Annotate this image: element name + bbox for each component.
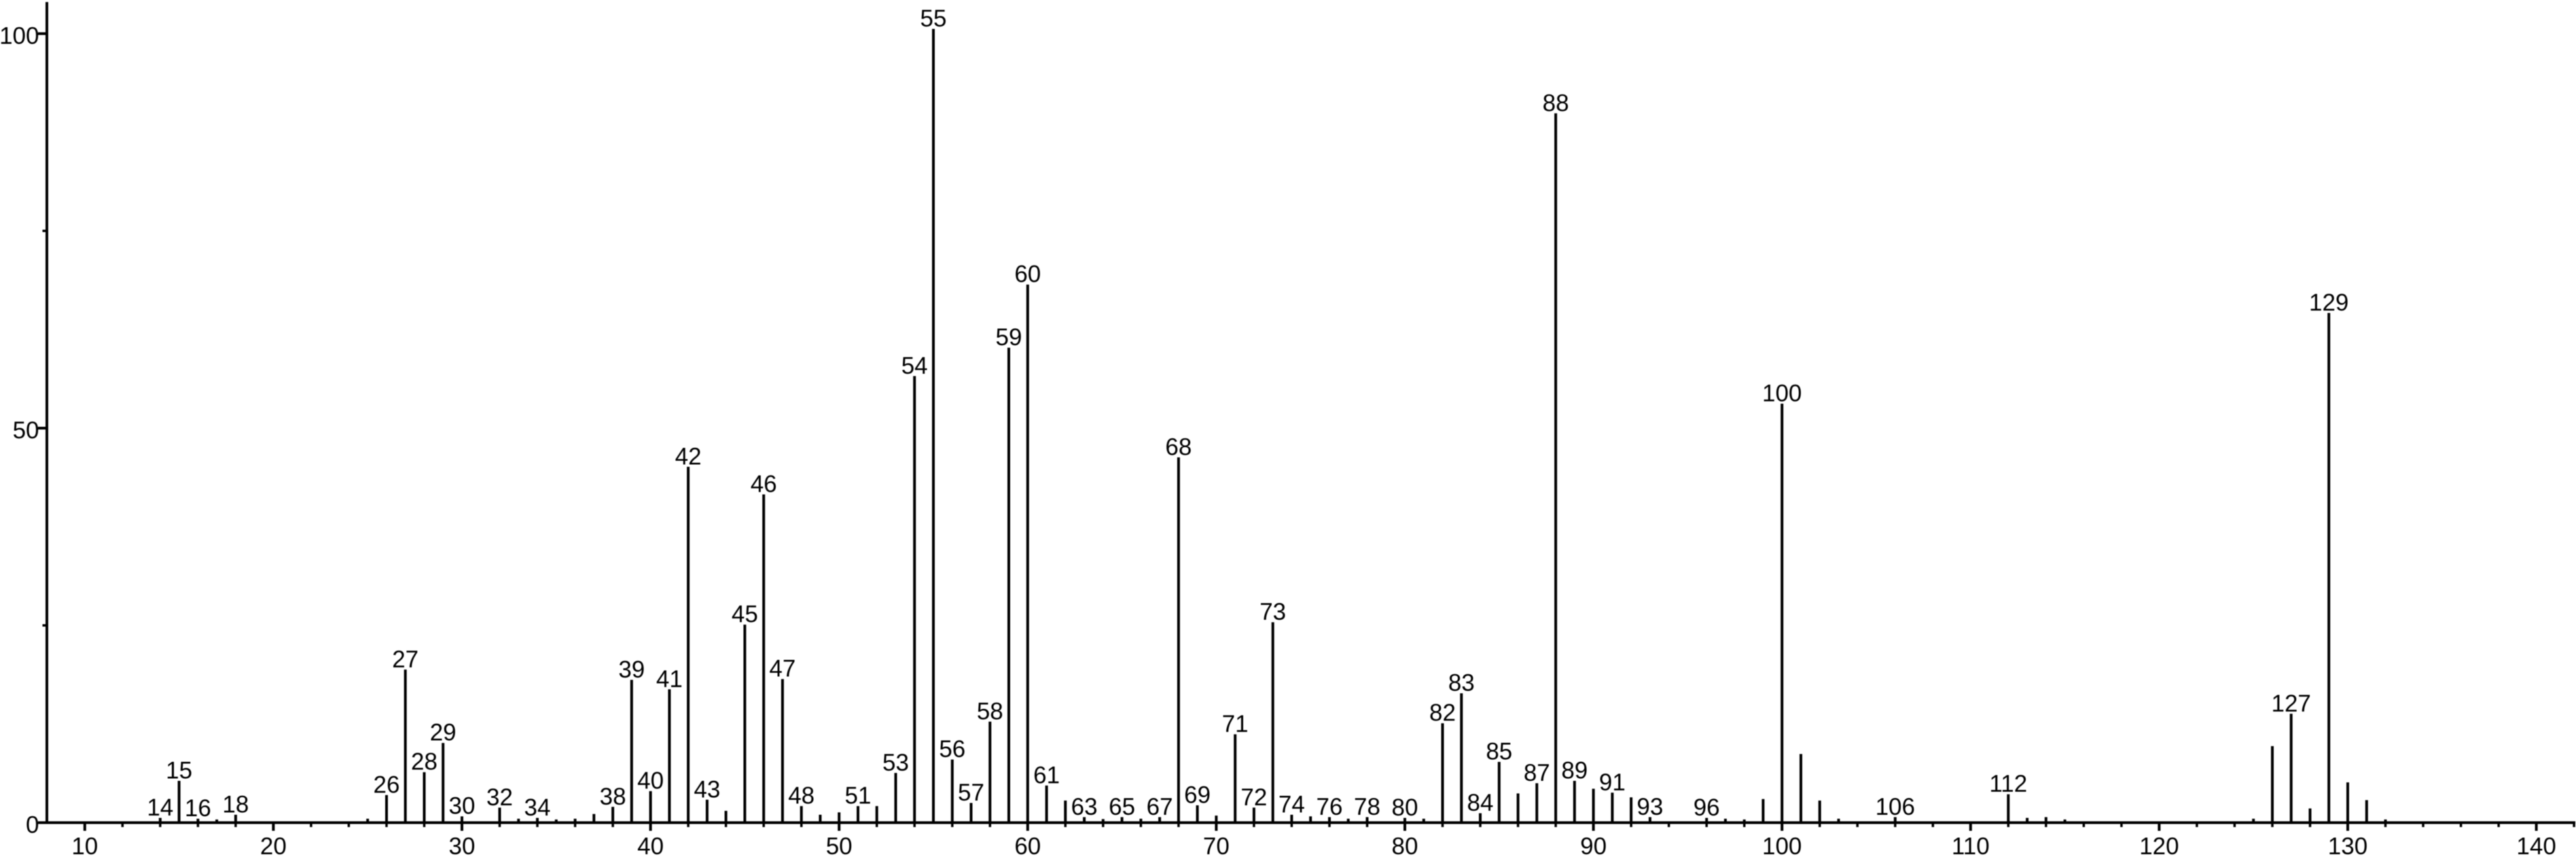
svg-text:32: 32 — [486, 784, 513, 811]
svg-text:56: 56 — [939, 736, 965, 762]
svg-text:80: 80 — [1392, 833, 1418, 859]
svg-text:30: 30 — [449, 793, 476, 820]
svg-text:54: 54 — [901, 353, 928, 379]
svg-text:53: 53 — [882, 750, 909, 776]
svg-text:18: 18 — [222, 791, 249, 818]
svg-text:14: 14 — [147, 794, 173, 821]
svg-text:70: 70 — [1203, 833, 1230, 859]
svg-text:65: 65 — [1109, 794, 1135, 820]
svg-text:28: 28 — [411, 749, 437, 775]
svg-text:20: 20 — [260, 833, 287, 859]
svg-text:61: 61 — [1033, 762, 1060, 788]
svg-text:88: 88 — [1543, 90, 1569, 116]
svg-text:10: 10 — [71, 833, 98, 859]
svg-text:26: 26 — [374, 771, 400, 798]
svg-text:90: 90 — [1580, 833, 1607, 859]
svg-text:120: 120 — [2139, 833, 2179, 859]
svg-text:63: 63 — [1071, 794, 1098, 820]
svg-text:60: 60 — [1014, 833, 1041, 859]
svg-text:15: 15 — [166, 758, 192, 784]
svg-text:76: 76 — [1317, 794, 1343, 820]
svg-text:16: 16 — [185, 795, 211, 822]
svg-text:0: 0 — [26, 812, 39, 839]
svg-text:46: 46 — [751, 471, 777, 497]
svg-text:50: 50 — [826, 833, 853, 859]
svg-text:78: 78 — [1354, 794, 1380, 820]
svg-text:48: 48 — [788, 783, 815, 809]
svg-text:34: 34 — [524, 794, 551, 821]
svg-text:74: 74 — [1278, 791, 1305, 818]
svg-text:68: 68 — [1165, 434, 1192, 461]
svg-text:29: 29 — [430, 720, 457, 746]
svg-text:51: 51 — [845, 783, 872, 809]
svg-text:100: 100 — [0, 23, 39, 50]
svg-text:112: 112 — [1989, 771, 2027, 797]
svg-text:57: 57 — [958, 779, 984, 806]
svg-text:40: 40 — [637, 833, 664, 859]
svg-text:67: 67 — [1147, 794, 1173, 820]
svg-text:47: 47 — [769, 656, 795, 682]
svg-text:82: 82 — [1429, 700, 1456, 726]
svg-text:43: 43 — [694, 776, 720, 803]
svg-text:69: 69 — [1184, 782, 1211, 809]
svg-text:83: 83 — [1448, 670, 1475, 697]
svg-text:127: 127 — [2271, 690, 2310, 717]
svg-text:91: 91 — [1599, 769, 1626, 796]
svg-text:30: 30 — [449, 833, 476, 859]
svg-text:84: 84 — [1467, 790, 1494, 816]
svg-text:140: 140 — [2516, 833, 2556, 859]
svg-text:100: 100 — [1762, 381, 1802, 407]
svg-text:55: 55 — [920, 5, 947, 32]
svg-text:89: 89 — [1561, 758, 1588, 784]
svg-text:72: 72 — [1240, 784, 1267, 811]
svg-text:93: 93 — [1636, 794, 1663, 820]
svg-text:85: 85 — [1486, 739, 1512, 765]
svg-text:39: 39 — [618, 656, 645, 683]
svg-text:73: 73 — [1259, 599, 1286, 625]
svg-text:50: 50 — [13, 417, 39, 444]
svg-text:45: 45 — [732, 601, 758, 628]
svg-text:41: 41 — [656, 666, 683, 693]
svg-text:110: 110 — [1952, 833, 1990, 859]
svg-text:106: 106 — [1876, 794, 1915, 820]
svg-text:40: 40 — [637, 768, 664, 794]
svg-text:71: 71 — [1222, 711, 1249, 737]
svg-text:96: 96 — [1694, 794, 1720, 821]
svg-text:27: 27 — [392, 646, 418, 673]
svg-text:129: 129 — [2309, 290, 2348, 316]
svg-text:100: 100 — [1762, 833, 1802, 859]
svg-text:80: 80 — [1392, 794, 1418, 821]
svg-text:130: 130 — [2328, 833, 2367, 859]
svg-text:58: 58 — [977, 698, 1003, 724]
svg-text:42: 42 — [675, 443, 702, 470]
svg-text:60: 60 — [1014, 261, 1041, 287]
svg-text:59: 59 — [996, 324, 1022, 351]
svg-text:38: 38 — [600, 784, 626, 810]
svg-text:87: 87 — [1524, 760, 1550, 786]
